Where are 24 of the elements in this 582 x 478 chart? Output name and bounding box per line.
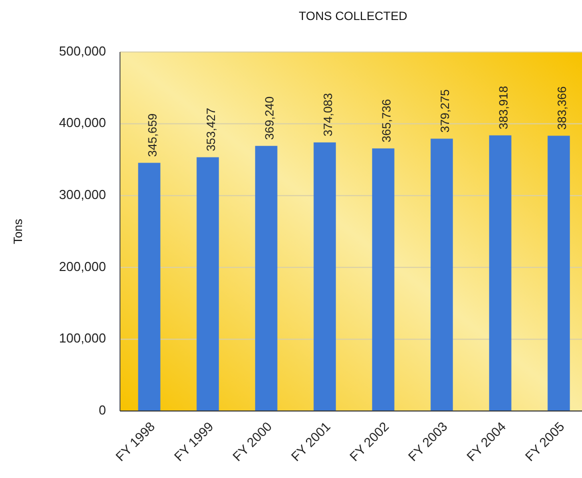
y-tick-label: 300,000 bbox=[59, 187, 106, 202]
bar bbox=[489, 135, 512, 411]
bar bbox=[548, 136, 570, 411]
data-label: 379,275 bbox=[438, 88, 452, 133]
data-label: 383,366 bbox=[554, 86, 569, 130]
y-tick-label: 0 bbox=[98, 402, 106, 418]
y-axis-title: Tons bbox=[11, 218, 25, 244]
data-label: 345,659 bbox=[145, 113, 160, 157]
bar bbox=[196, 157, 219, 411]
bar bbox=[430, 138, 453, 411]
data-label: 353,427 bbox=[204, 108, 218, 152]
y-tick-label: 400,000 bbox=[59, 115, 106, 130]
chart-title: TONS COLLECTED bbox=[298, 9, 408, 23]
y-tick-label: 500,000 bbox=[59, 43, 106, 58]
data-label: 383,918 bbox=[496, 86, 510, 130]
bar bbox=[314, 142, 336, 411]
y-tick-label: 100,000 bbox=[59, 330, 106, 346]
bar bbox=[255, 146, 278, 411]
data-label: 374,083 bbox=[320, 92, 335, 136]
bar bbox=[372, 148, 394, 411]
data-label: 365,736 bbox=[379, 98, 394, 142]
data-label: 369,240 bbox=[262, 96, 276, 140]
bar bbox=[138, 162, 160, 411]
y-tick-label: 200,000 bbox=[59, 258, 106, 274]
